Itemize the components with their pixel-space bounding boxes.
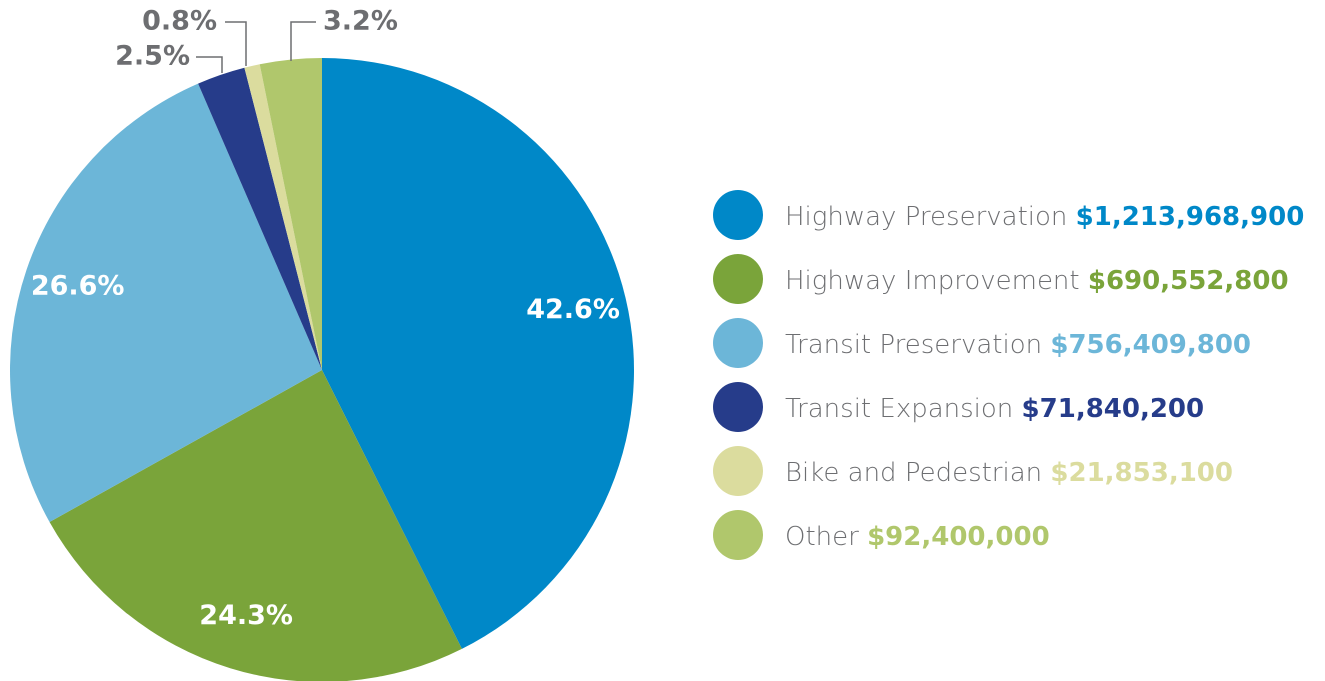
legend-name: Transit Expansion [785,394,1013,424]
legend-name: Transit Preservation [785,330,1042,360]
legend-amount: $1,213,968,900 [1076,202,1305,232]
legend-swatch [713,382,763,432]
pie-slice [259,58,322,370]
slice-label: 24.3% [199,600,293,631]
legend-name: Bike and Pedestrian [785,458,1042,488]
pie-slice [198,67,322,370]
legend-swatch [713,510,763,560]
slice-label: 0.8% [142,6,217,37]
pie-slice [49,370,462,681]
legend-entry: Transit Expansion $71,840,200 [785,394,1204,424]
legend-entry: Transit Preservation $756,409,800 [785,330,1251,360]
pie-slice [10,83,323,523]
legend-amount: $71,840,200 [1022,394,1205,424]
legend-amount: $690,552,800 [1088,266,1289,296]
legend-entry: Other $92,400,000 [785,522,1050,552]
legend-name: Highway Improvement [785,266,1080,296]
legend-swatch [713,446,763,496]
slice-label: 42.6% [526,294,620,325]
slice-label: 2.5% [115,41,190,72]
legend-amount: $21,853,100 [1050,458,1233,488]
slice-label: 3.2% [323,6,398,37]
legend-entry: Highway Preservation $1,213,968,900 [785,202,1304,232]
leader-line [290,21,316,61]
legend-name: Highway Preservation [785,202,1067,232]
legend-swatch [713,254,763,304]
legend-entry: Bike and Pedestrian $21,853,100 [785,458,1233,488]
pie-slice [244,64,322,371]
legend-name: Other [785,522,859,552]
legend-amount: $756,409,800 [1050,330,1251,360]
legend-entry: Highway Improvement $690,552,800 [785,266,1289,296]
leader-line [225,21,247,66]
legend-swatch [713,190,763,240]
pie-slice [322,58,635,649]
leader-line [196,56,223,73]
legend-swatch [713,318,763,368]
legend-amount: $92,400,000 [867,522,1050,552]
slice-label: 26.6% [31,271,125,302]
